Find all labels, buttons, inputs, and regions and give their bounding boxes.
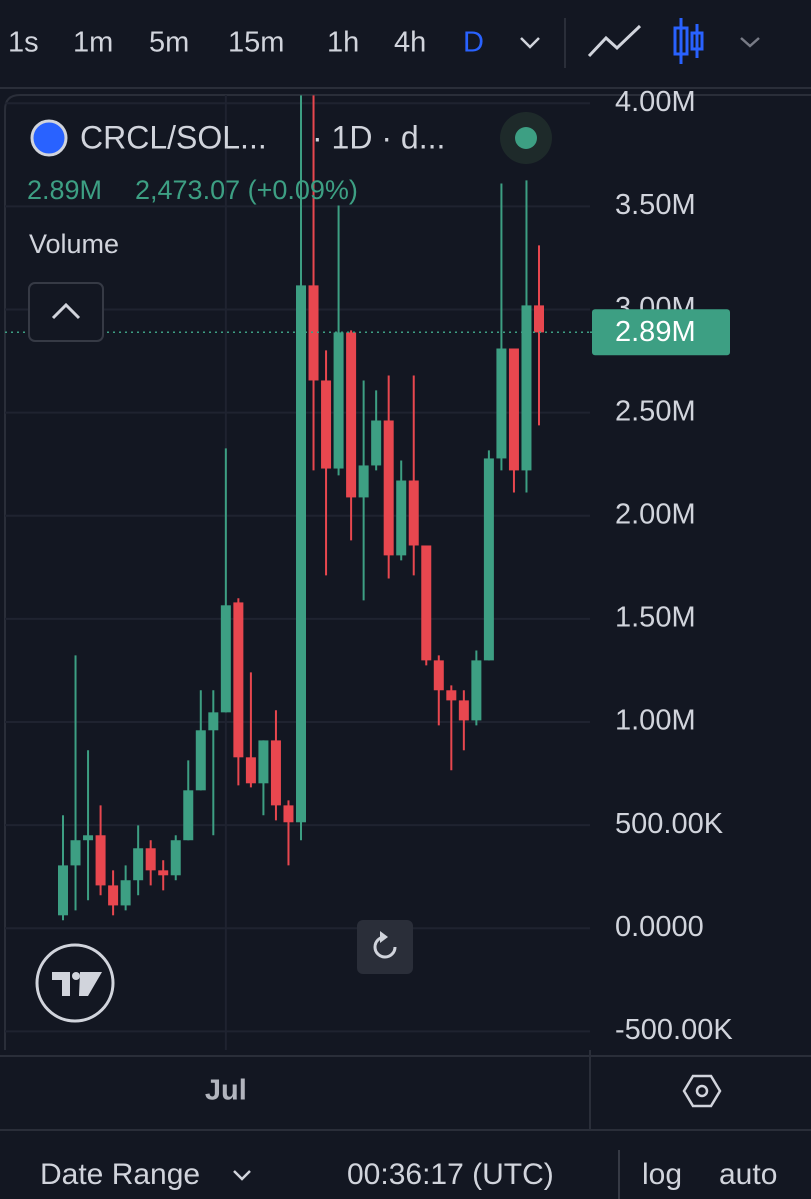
y-tick-label: 2.50M [615, 395, 696, 427]
chevron[interactable] [740, 37, 760, 48]
candle-body [534, 305, 544, 333]
candle-body [58, 865, 68, 916]
chevron[interactable] [520, 37, 540, 49]
candle-body [296, 285, 306, 823]
candle-body [270, 740, 281, 806]
candle-body [483, 458, 494, 661]
pane-border [4, 94, 811, 1050]
candle-body [333, 332, 344, 469]
candle-body [458, 700, 469, 721]
candle-body [220, 605, 231, 713]
last-price-tag [592, 309, 730, 356]
candle-body [283, 805, 294, 823]
y-tick-label: 1.50M [615, 602, 696, 634]
symbol[interactable]: CRCL/SOL... [80, 119, 267, 155]
interval-button-active[interactable]: D [463, 27, 484, 59]
candle-body [371, 420, 382, 466]
y-tick-label: -500.00K [615, 1014, 733, 1046]
candle-body [496, 348, 507, 459]
candle-body [70, 840, 81, 866]
candle-body [120, 880, 131, 906]
candle-body [133, 848, 144, 881]
bottom-bar: Date Range 00:36:17 (UTC) log auto [40, 1150, 777, 1199]
collapse-button[interactable] [28, 282, 104, 342]
toolbar: 1s 1m 5m 15m 1h 4h D [0, 18, 811, 89]
candle-body [408, 480, 419, 546]
plot-area [5, 95, 590, 921]
candle-body [521, 305, 532, 471]
interval: · 1D · d... [312, 119, 445, 155]
chevron[interactable] [233, 1170, 251, 1181]
reset-button[interactable] [357, 920, 413, 974]
candle-body [358, 465, 369, 498]
candle-body [433, 660, 444, 691]
candle-body [258, 740, 269, 784]
collapse-icon [51, 302, 81, 320]
candle-body [446, 690, 457, 701]
change: 2,473.07 (+0.09%) [135, 175, 358, 205]
candle-body [83, 835, 94, 841]
interval-button[interactable]: 1h [327, 27, 359, 59]
candle-body [321, 380, 332, 469]
y-tick-label: 1.00M [615, 705, 696, 737]
candle-body [170, 840, 181, 876]
candle-body [471, 660, 482, 721]
y-tick-label: 4.00M [615, 86, 696, 118]
auto-toggle[interactable]: auto [719, 1158, 777, 1191]
last-price-label: 2.89M [615, 316, 696, 348]
candle-body [108, 885, 119, 906]
candle-body [233, 602, 244, 758]
y-tick-label: 500.00K [615, 808, 724, 840]
y-tick-label: 3.50M [615, 189, 696, 221]
candle-body [208, 712, 219, 731]
legend: CRCL/SOL... · 1D · d... 2.89M 2,473.07 (… [27, 112, 552, 342]
candle-body [95, 835, 106, 886]
status-dot [515, 127, 537, 149]
candle-body [308, 285, 319, 381]
date-range[interactable]: Date Range [40, 1158, 200, 1191]
candle-body [421, 545, 432, 661]
y-tick-label: 0.0000 [615, 911, 704, 943]
candle-body [158, 870, 169, 876]
line-chart-icon[interactable] [587, 24, 642, 58]
candle-body [346, 332, 357, 498]
clock: 00:36:17 (UTC) [347, 1158, 554, 1191]
candle-body [245, 757, 256, 784]
log-toggle[interactable]: log [642, 1158, 682, 1191]
interval-button[interactable]: 4h [394, 27, 426, 59]
candle-body [383, 420, 394, 556]
time-axis: Jul [205, 1075, 247, 1107]
candle-body [145, 848, 156, 871]
interval-button[interactable]: 5m [149, 27, 189, 59]
tv-logo[interactable] [35, 943, 115, 1023]
interval-button[interactable]: 1s [8, 27, 39, 59]
interval-button[interactable]: 1m [73, 27, 113, 59]
price-axis: -500.00K 0.0000 500.00K 1.00M 1.50M 2.00M 2.50… [590, 86, 733, 1046]
x-tick-label: Jul [205, 1075, 247, 1107]
study-name: Volume [29, 229, 119, 259]
symbol-icon [30, 119, 68, 157]
candle-icon[interactable] [673, 18, 704, 64]
y-tick-label: 2.00M [615, 498, 696, 530]
last-value: 2.89M [27, 175, 102, 205]
candle-body [508, 348, 519, 471]
interval-button[interactable]: 15m [228, 27, 284, 59]
candle-body [396, 480, 407, 556]
settings-button[interactable] [682, 1074, 722, 1108]
candle-body [183, 790, 194, 841]
candle-body [195, 730, 206, 791]
